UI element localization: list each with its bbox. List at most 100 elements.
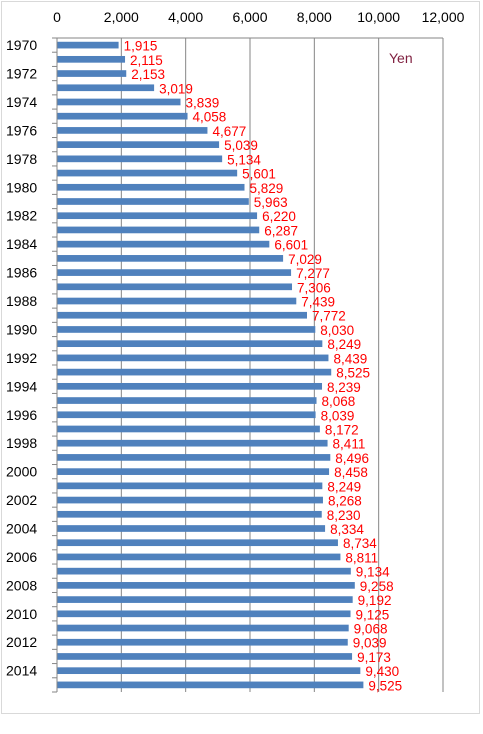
data-label: 8,458: [334, 465, 368, 480]
data-label: 8,239: [327, 380, 361, 395]
data-labels: 1,9152,1152,1533,0193,8394,0584,6775,039…: [124, 39, 403, 694]
data-label: 5,829: [249, 181, 283, 196]
bar: [57, 454, 331, 461]
bar: [57, 41, 119, 49]
y-tick-label: 1982: [6, 208, 37, 224]
x-tick-label: 8,000: [297, 9, 332, 25]
bar: [57, 525, 326, 532]
data-label: 9,068: [354, 622, 388, 637]
bar: [57, 638, 348, 646]
data-label: 8,496: [335, 451, 369, 466]
y-tick-label: 1990: [6, 321, 37, 337]
data-label: 9,192: [358, 593, 392, 608]
bar: [57, 226, 260, 234]
y-tick-label: 2000: [6, 464, 37, 480]
data-label: 9,258: [360, 579, 394, 594]
bars: [57, 41, 364, 689]
data-label: 6,601: [274, 238, 308, 253]
x-tick-label: 2,000: [104, 9, 139, 25]
data-label: 7,306: [297, 280, 331, 295]
data-label: 9,430: [365, 664, 399, 679]
data-label: 5,039: [224, 138, 258, 153]
y-tick-label: 2002: [6, 492, 37, 508]
bar: [57, 55, 126, 63]
grid-lines: [120, 38, 444, 692]
data-label: 8,734: [343, 536, 377, 551]
data-label: 6,220: [262, 209, 296, 224]
bar: [57, 255, 284, 262]
bar: [57, 212, 258, 220]
y-tick-label: 1978: [6, 151, 37, 167]
data-label: 8,811: [345, 550, 378, 565]
axes: 0 2,000 4,000 6,000 8,000 10,000 12,000 1970 197…: [6, 9, 465, 693]
data-label: 4,058: [193, 110, 227, 125]
bar: [57, 240, 270, 248]
data-label: 2,153: [131, 67, 165, 82]
bar: [57, 553, 341, 561]
bar: [57, 311, 307, 319]
bar: [57, 425, 320, 433]
data-label: 8,525: [336, 366, 370, 381]
data-label: 9,125: [356, 607, 390, 622]
bar: [57, 283, 293, 291]
y-tick-label: 2004: [6, 521, 37, 537]
y-tick-label: 2008: [6, 577, 37, 593]
bar: [57, 397, 317, 404]
data-label: 8,249: [327, 337, 361, 352]
data-label: 9,039: [353, 636, 387, 651]
data-label: 7,772: [312, 309, 346, 324]
data-label: 8,030: [320, 323, 354, 338]
data-label: 5,134: [227, 152, 261, 167]
bar: [57, 169, 238, 177]
data-label: 8,439: [333, 351, 367, 366]
bar: [57, 84, 155, 92]
data-label: 7,277: [296, 266, 330, 281]
bar: [57, 624, 349, 632]
bar: [57, 582, 355, 589]
y-tick-label: 1976: [6, 122, 37, 138]
data-label: 7,439: [301, 295, 335, 310]
bar: [57, 496, 323, 504]
bar: [57, 482, 323, 490]
bar: [57, 326, 316, 333]
data-label: 8,172: [325, 422, 359, 437]
data-label: 9,134: [356, 565, 390, 580]
data-label: 8,230: [327, 508, 361, 523]
y-tick-label: 1996: [6, 407, 37, 423]
bar: [57, 468, 330, 475]
y-tick-label: 1974: [6, 94, 37, 110]
y-tick-label: 1984: [6, 236, 37, 252]
bar: [57, 198, 249, 205]
y-tick-label: 1988: [6, 293, 37, 309]
y-tick-label: 1994: [6, 378, 37, 394]
bar: [57, 439, 328, 447]
x-tick-label: 12,000: [422, 9, 465, 25]
bar: [57, 127, 208, 134]
x-tick-label: 6,000: [232, 9, 267, 25]
y-tick-label: 2010: [6, 606, 37, 622]
y-tick-label: 1992: [6, 350, 37, 366]
data-label: 8,249: [327, 479, 361, 494]
bar: [57, 382, 323, 390]
bar: [57, 567, 351, 575]
bar: [57, 411, 316, 419]
bar: [57, 70, 127, 77]
x-tick-label: 0: [53, 9, 61, 25]
y-tick-label: 1970: [6, 37, 37, 53]
data-label: 9,173: [357, 650, 391, 665]
bar: [57, 141, 220, 148]
data-label: 8,268: [328, 494, 362, 509]
bar: [57, 112, 188, 120]
y-tick-label: 2012: [6, 634, 37, 650]
bar: [57, 610, 351, 618]
bar: [57, 653, 353, 660]
bar: [57, 510, 322, 518]
data-label: 4,677: [212, 124, 246, 139]
bar: [57, 596, 353, 603]
x-tick-label: 10,000: [357, 9, 400, 25]
data-label: 1,915: [124, 39, 158, 54]
y-tick-label: 1998: [6, 435, 37, 451]
data-label: 7,029: [288, 252, 322, 267]
y-tick-label: 2006: [6, 549, 37, 565]
